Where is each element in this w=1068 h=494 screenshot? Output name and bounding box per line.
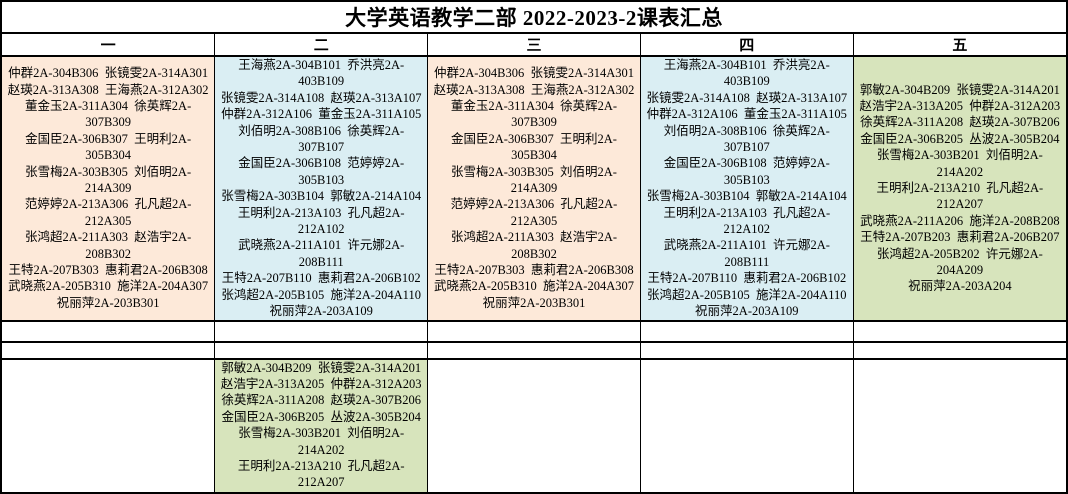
empty-cell [852,340,1066,360]
column-header-wed: 三 [427,34,641,57]
schedule-table: 一 二 三 四 五 仲群2A-304B306 张镜雯2A-314A301 赵瑛2… [2,34,1066,492]
page-title: 大学英语教学二部 2022-2023-2课表汇总 [2,2,1066,34]
empty-cell [639,319,854,343]
empty-cell [214,340,429,360]
schedule-row-2: 郭敏2A-304B209 张镜雯2A-314A201 赵浩宇2A-313A205… [2,357,1066,492]
schedule-cell-fri: 郭敏2A-304B209 张镜雯2A-314A201 赵浩宇2A-313A205… [852,55,1066,322]
empty-cell [427,340,641,360]
column-header-fri: 五 [852,34,1066,57]
empty-cell-wed-2 [427,357,641,492]
empty-cell [2,340,216,360]
empty-cell [852,319,1066,343]
schedule-cell-thu: 王海燕2A-304B101 乔洪亮2A-403B109 张镜雯2A-314A10… [639,55,854,322]
schedule-cell-tue: 王海燕2A-304B101 乔洪亮2A-403B109 张镜雯2A-314A10… [214,55,429,322]
empty-cell-thu-2 [639,357,854,492]
schedule-cell-tue-2: 郭敏2A-304B209 张镜雯2A-314A201 赵浩宇2A-313A205… [214,357,429,492]
schedule-row-1: 仲群2A-304B306 张镜雯2A-314A301 赵瑛2A-313A308 … [2,55,1066,322]
empty-cell [639,340,854,360]
empty-cell [427,319,641,343]
spacer-row-2 [2,340,1066,360]
spacer-row-1 [2,319,1066,343]
empty-cell [214,319,429,343]
column-header-mon: 一 [2,34,216,57]
column-header-tue: 二 [214,34,429,57]
empty-cell [2,319,216,343]
empty-cell-fri-2 [852,357,1066,492]
empty-cell-mon-2 [2,357,216,492]
schedule-cell-wed: 仲群2A-304B306 张镜雯2A-314A301 赵瑛2A-313A308 … [427,55,641,322]
table-header-row: 一 二 三 四 五 [2,34,1066,57]
schedule-cell-mon: 仲群2A-304B306 张镜雯2A-314A301 赵瑛2A-313A308 … [2,55,216,322]
column-header-thu: 四 [639,34,854,57]
